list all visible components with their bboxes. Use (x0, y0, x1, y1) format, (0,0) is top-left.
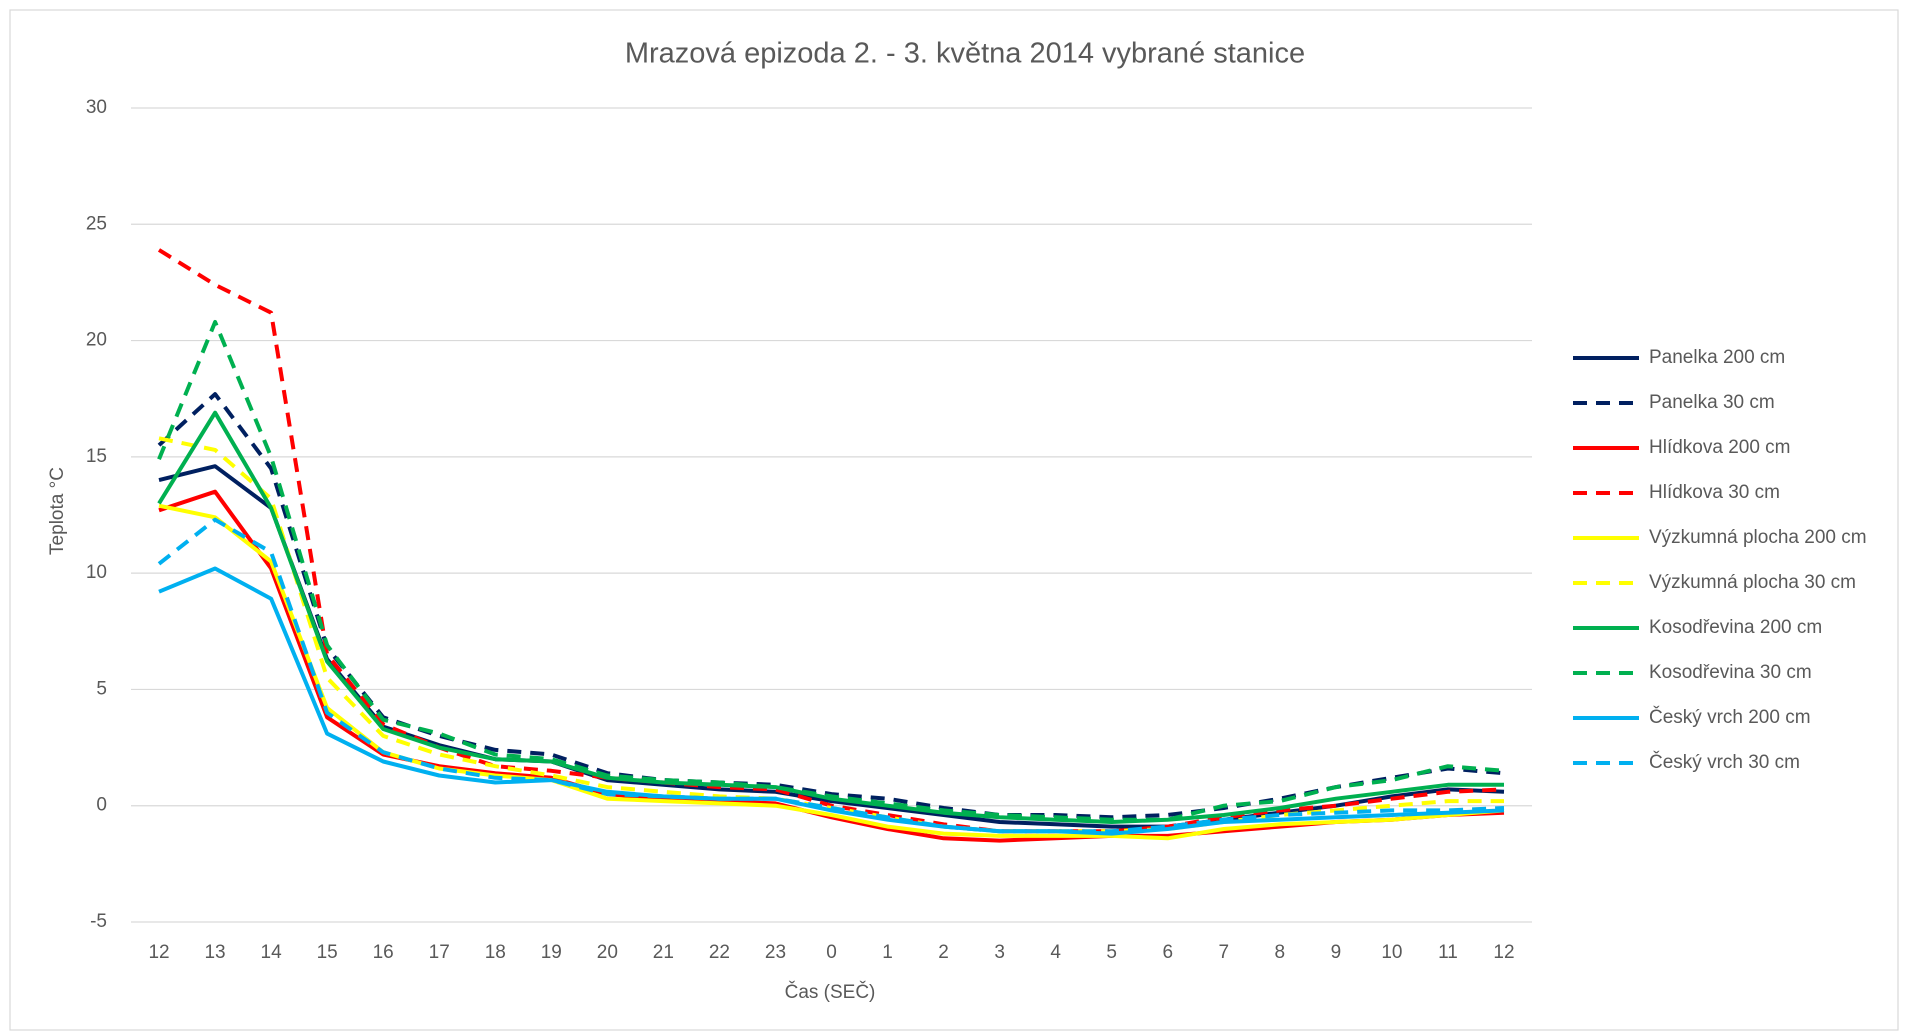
x-tick-label: 16 (373, 942, 394, 963)
legend-label: Výzkumná plocha 30 cm (1649, 572, 1856, 593)
y-tick-label: 25 (86, 213, 107, 234)
x-tick-label: 8 (1275, 942, 1286, 963)
x-tick-label: 1 (882, 942, 893, 963)
y-tick-label: 20 (86, 330, 107, 351)
x-tick-label: 15 (317, 942, 338, 963)
x-tick-label: 0 (826, 942, 837, 963)
x-tick-label: 14 (261, 942, 283, 963)
legend-label: Panelka 200 cm (1649, 347, 1785, 368)
x-axis-title: Čas (SEČ) (785, 981, 876, 1003)
series-line (157, 410, 1504, 824)
series-line (158, 489, 1505, 843)
legend-label: Hlídkova 30 cm (1649, 482, 1780, 503)
series-line (157, 248, 1505, 834)
x-tick-label: 12 (1493, 942, 1514, 963)
legend-label: Panelka 30 cm (1649, 392, 1775, 413)
legend-label: Kosodřevina 200 cm (1649, 617, 1822, 638)
y-tick-label: 10 (86, 562, 107, 583)
x-tick-label: 5 (1106, 942, 1117, 963)
legend-label: Hlídkova 200 cm (1649, 437, 1791, 458)
y-tick-label: -5 (90, 911, 107, 932)
x-tick-label: 19 (541, 942, 562, 963)
x-tick-label: 3 (994, 942, 1005, 963)
y-axis-title: Teplota °C (47, 467, 68, 555)
x-tick-label: 7 (1218, 942, 1229, 963)
y-tick-label: 15 (86, 446, 107, 467)
y-tick-label: 30 (86, 97, 107, 118)
legend-label: Český vrch 200 cm (1649, 706, 1811, 728)
series-line (158, 566, 1505, 836)
x-tick-label: 10 (1381, 942, 1402, 963)
x-tick-label: 2 (938, 942, 949, 963)
series-line (157, 517, 1505, 834)
chart-title: Mrazová epizoda 2. - 3. května 2014 vybr… (625, 38, 1305, 70)
x-tick-label: 12 (148, 942, 169, 963)
x-tick-label: 18 (485, 942, 506, 963)
x-tick-label: 13 (204, 942, 225, 963)
legend-label: Kosodřevina 30 cm (1649, 662, 1812, 683)
x-tick-label: 6 (1162, 942, 1173, 963)
chart-border (9, 9, 1899, 1031)
x-tick-label: 22 (709, 942, 730, 963)
x-tick-label: 23 (765, 942, 786, 963)
x-tick-label: 20 (597, 942, 618, 963)
legend-label: Výzkumná plocha 200 cm (1649, 527, 1867, 548)
legend-label: Český vrch 30 cm (1649, 751, 1800, 773)
x-tick-label: 4 (1050, 942, 1061, 963)
series-line (157, 320, 1505, 822)
y-tick-label: 0 (96, 795, 107, 816)
x-tick-label: 11 (1438, 942, 1458, 963)
x-tick-label: 9 (1331, 942, 1342, 963)
x-tick-label: 21 (653, 942, 674, 963)
x-tick-label: 17 (429, 942, 450, 963)
y-tick-label: 5 (96, 678, 107, 699)
